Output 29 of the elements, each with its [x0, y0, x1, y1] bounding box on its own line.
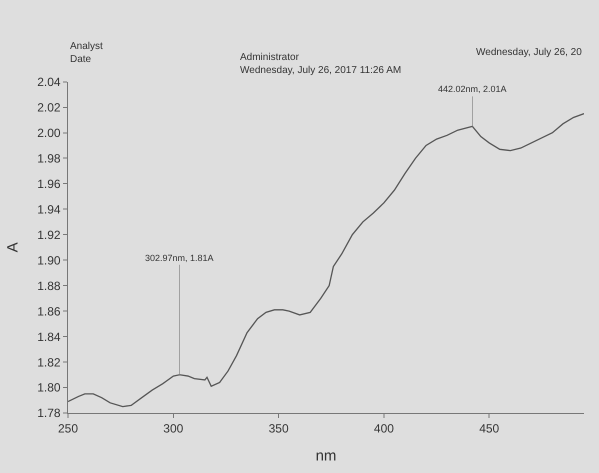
y-tick-label: 1.96 [37, 176, 61, 191]
annotation: 442.02nm, 2.01A [438, 84, 507, 94]
x-tick-label: 250 [58, 421, 78, 436]
line-series [68, 113, 584, 408]
annotation: 302.97nm, 1.81A [145, 253, 214, 263]
y-tick-label: 1.86 [37, 304, 61, 318]
text: Analyst [70, 41, 104, 52]
x-tick-label: 400 [374, 421, 394, 436]
y-tick-label: 1.98 [37, 151, 61, 166]
x-axis-title: nm [316, 447, 336, 464]
y-tick-label: 2.04 [37, 75, 61, 89]
y-tick-label: 1.90 [37, 253, 61, 268]
y-tick-label: 1.78 [37, 406, 61, 420]
y-tick-label: 2.02 [37, 100, 61, 114]
y-axis-title: A [4, 242, 22, 252]
y-tick-label: 1.84 [37, 330, 61, 344]
y-tick-label: 1.80 [37, 380, 61, 395]
y-tick-label: 2.00 [37, 126, 61, 140]
y-tick-label: 1.82 [37, 355, 61, 370]
text: Wednesday, July 26, 2017 11:26 AM [240, 65, 402, 76]
text: Wednesday, July 26, 20 [476, 47, 582, 58]
text: Administrator [240, 52, 300, 63]
y-tick-label: 1.88 [37, 278, 61, 293]
y-tick-label: 1.94 [37, 202, 61, 216]
y-tick-label: 1.92 [37, 228, 61, 242]
x-tick-label: 450 [479, 421, 500, 436]
text: Date [70, 54, 92, 65]
x-tick-label: 300 [163, 421, 184, 436]
x-tick-label: 350 [268, 421, 289, 436]
